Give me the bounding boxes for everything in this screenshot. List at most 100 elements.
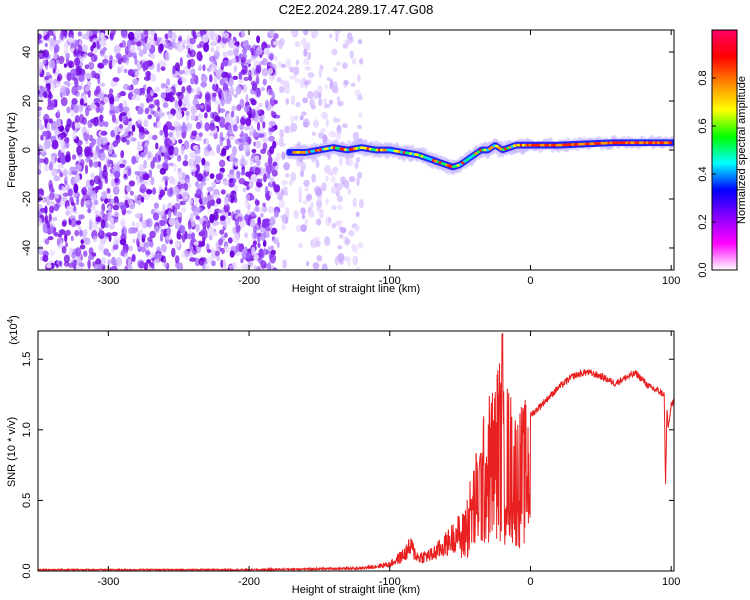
- noise-speck: [54, 193, 60, 199]
- noise-speck: [192, 145, 199, 151]
- noise-speck: [93, 47, 98, 54]
- noise-speck: [157, 109, 163, 119]
- noise-speck: [96, 136, 104, 147]
- noise-speck: [194, 75, 199, 85]
- noise-speck: [38, 217, 42, 226]
- noise-speck: [140, 246, 146, 253]
- noise-speck: [262, 202, 266, 207]
- noise-speck: [281, 151, 286, 160]
- noise-speck: [351, 57, 357, 65]
- noise-speck: [93, 55, 97, 62]
- noise-speck: [298, 186, 303, 197]
- noise-speck: [229, 156, 234, 163]
- noise-speck: [57, 136, 62, 145]
- noise-speck: [283, 162, 290, 171]
- noise-speck: [138, 164, 145, 173]
- noise-speck: [238, 71, 243, 80]
- noise-speck: [113, 44, 121, 55]
- noise-speck: [129, 44, 136, 54]
- noise-speck: [189, 37, 197, 45]
- noise-speck: [183, 197, 190, 202]
- noise-speck: [98, 242, 104, 252]
- noise-speck: [280, 189, 285, 196]
- noise-speck: [53, 175, 61, 182]
- noise-speck: [159, 189, 166, 197]
- noise-speck: [313, 236, 320, 241]
- noise-speck: [190, 77, 196, 85]
- noise-speck: [273, 55, 278, 61]
- noise-speck: [182, 160, 189, 167]
- noise-speck: [87, 146, 93, 157]
- noise-speck: [209, 132, 214, 137]
- noise-speck: [112, 140, 119, 147]
- noise-speck: [276, 241, 280, 248]
- noise-speck: [177, 262, 184, 270]
- noise-speck: [249, 130, 253, 137]
- noise-speck: [344, 39, 349, 46]
- noise-speck: [64, 233, 68, 243]
- noise-speck: [139, 180, 147, 185]
- noise-speck: [337, 245, 343, 250]
- noise-speck: [272, 40, 280, 46]
- noise-speck: [121, 40, 127, 48]
- noise-speck: [137, 194, 143, 202]
- noise-speck: [227, 173, 234, 178]
- noise-speck: [210, 41, 217, 47]
- noise-speck: [124, 46, 129, 56]
- noise-speck: [196, 173, 203, 182]
- noise-speck: [120, 204, 127, 211]
- noise-speck: [68, 169, 73, 176]
- noise-speck: [171, 134, 175, 144]
- noise-speck: [224, 196, 229, 206]
- noise-speck: [39, 71, 45, 76]
- noise-speck: [272, 267, 278, 270]
- noise-speck: [43, 113, 50, 123]
- noise-speck: [300, 161, 306, 172]
- colorbar-tick-label: 0.0: [697, 262, 709, 277]
- noise-speck: [245, 117, 252, 127]
- noise-speck: [249, 97, 256, 103]
- noise-speck: [203, 229, 208, 239]
- noise-speck: [84, 86, 90, 92]
- noise-speck: [256, 35, 261, 44]
- noise-speck: [328, 99, 334, 105]
- noise-speck: [279, 85, 285, 94]
- noise-speck: [354, 89, 362, 97]
- noise-speck: [256, 234, 261, 243]
- x-tick-label: 100: [662, 576, 680, 588]
- noise-speck: [263, 47, 270, 56]
- noise-speck: [215, 173, 223, 181]
- noise-speck: [178, 99, 183, 107]
- noise-speck: [198, 132, 203, 138]
- ridge-core: [668, 141, 673, 145]
- noise-speck: [270, 245, 274, 251]
- x-tick-label: -200: [238, 275, 260, 287]
- noise-speck: [111, 178, 115, 187]
- noise-speck: [222, 180, 230, 186]
- noise-speck: [232, 233, 240, 244]
- noise-speck: [98, 119, 105, 127]
- noise-speck: [120, 90, 126, 97]
- noise-speck: [195, 215, 200, 220]
- noise-speck: [285, 58, 292, 69]
- noise-speck: [185, 122, 193, 129]
- noise-speck: [321, 182, 327, 192]
- noise-speck: [201, 74, 208, 83]
- noise-speck: [223, 82, 229, 92]
- noise-speck: [48, 74, 52, 79]
- noise-speck: [113, 211, 120, 218]
- noise-speck: [141, 219, 147, 229]
- noise-speck: [244, 263, 249, 270]
- noise-speck: [260, 114, 266, 120]
- noise-speck: [243, 76, 249, 82]
- noise-speck: [83, 131, 90, 142]
- noise-speck: [113, 105, 121, 114]
- noise-speck: [38, 119, 42, 129]
- noise-speck: [160, 66, 166, 71]
- noise-speck: [109, 96, 115, 105]
- noise-speck: [302, 97, 309, 104]
- noise-speck: [137, 232, 141, 241]
- noise-speck: [44, 214, 49, 225]
- noise-speck: [260, 260, 267, 269]
- noise-speck: [184, 181, 189, 191]
